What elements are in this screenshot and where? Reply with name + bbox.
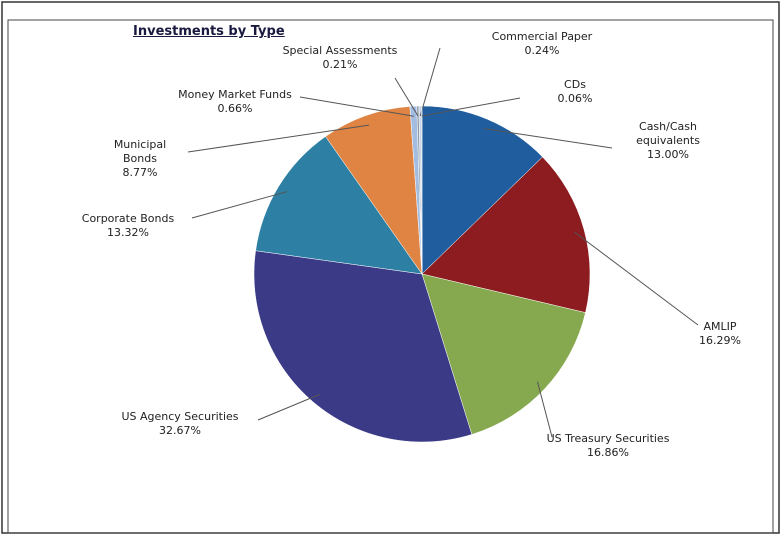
category-label: Special Assessments [282, 44, 398, 57]
value-label: 16.29% [699, 334, 741, 347]
value-label: 13.32% [107, 226, 149, 239]
pie-slice [421, 105, 543, 275]
category-label: Corporate Bonds [81, 212, 175, 225]
leader-line [574, 231, 699, 326]
chart-frame [7, 19, 774, 534]
leader-line [299, 96, 414, 117]
value-label: 16.86% [587, 446, 629, 459]
category-label: Commercial Paper [491, 30, 593, 43]
slice-label: Corporate Bonds 13.32% [63, 212, 193, 240]
leader-line [394, 77, 419, 117]
category-label: AMLIP [703, 320, 737, 333]
leader-line [483, 127, 613, 149]
leader-line [191, 191, 288, 219]
category-label: US Agency Securities [121, 410, 239, 423]
category-label: US Treasury Securities [546, 432, 670, 445]
slice-label: Commercial Paper 0.24% [472, 30, 612, 58]
pie-slice [421, 156, 591, 313]
leader-line [257, 393, 320, 421]
value-label: 0.21% [322, 58, 358, 71]
value-label: 0.66% [217, 102, 253, 115]
category-label: Municipal Bonds [113, 138, 167, 165]
slice-label: US Treasury Securities 16.86% [538, 432, 678, 460]
pie-slice [255, 136, 423, 275]
value-label: 13.00% [647, 148, 689, 161]
category-label: Money Market Funds [178, 88, 292, 101]
pie-slice [325, 106, 423, 275]
leader-line [537, 381, 553, 438]
value-label: 0.24% [524, 44, 560, 57]
pie-slice [421, 273, 586, 435]
value-label: 8.77% [122, 166, 158, 179]
slice-label: Special Assessments 0.21% [270, 44, 410, 72]
value-label: 32.67% [159, 424, 201, 437]
slice-label: Municipal Bonds 8.77% [110, 138, 170, 180]
leader-line [421, 97, 521, 117]
leader-line [187, 124, 370, 153]
pie-slice [421, 105, 423, 275]
slice-label: AMLIP 16.29% [685, 320, 755, 348]
slice-label: US Agency Securities 32.67% [105, 410, 255, 438]
slice-label: Cash/Cash equivalents 13.00% [623, 120, 713, 162]
category-label: CDs [564, 78, 586, 91]
pie-slice [253, 250, 473, 443]
category-label: Cash/Cash equivalents [636, 120, 700, 147]
value-label: 0.06% [557, 92, 593, 105]
slice-label: CDs 0.06% [545, 78, 605, 106]
chart-title: Investments by Type [133, 24, 285, 39]
leader-line [419, 47, 441, 117]
slice-label: Money Market Funds 0.66% [165, 88, 305, 116]
